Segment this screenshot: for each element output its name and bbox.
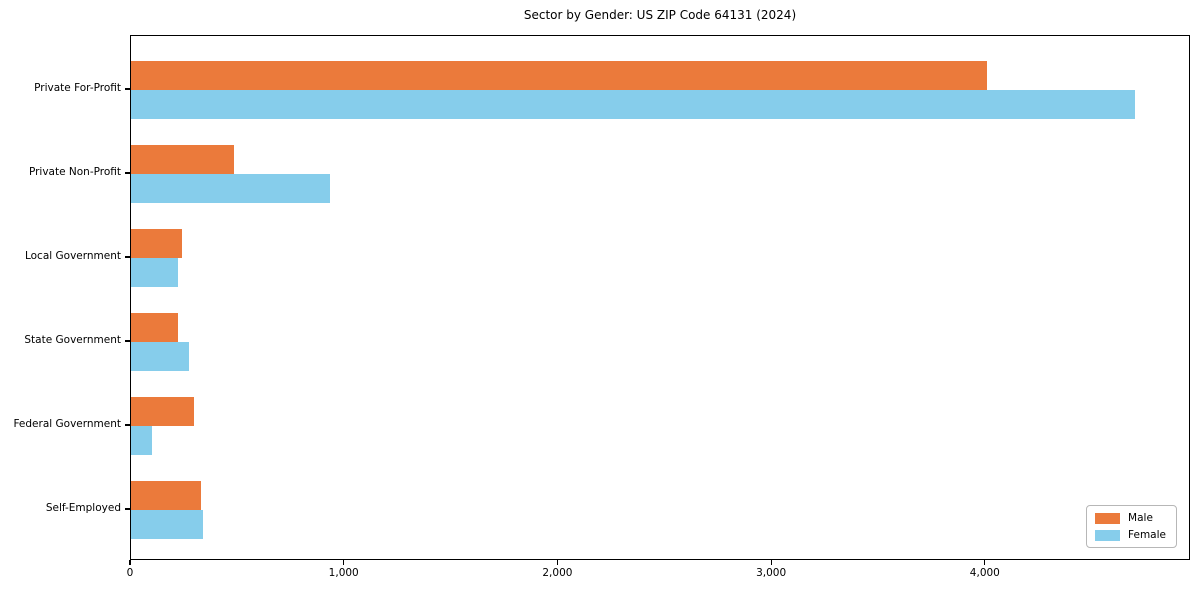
bar-female-private-for-profit (131, 90, 1136, 119)
x-tick-mark (770, 560, 772, 565)
x-tick-mark (343, 560, 345, 565)
legend-item-female: Female (1095, 529, 1166, 541)
legend-label: Female (1128, 529, 1166, 541)
bar-male-local-government (131, 229, 183, 258)
y-axis-label: Private For-Profit (34, 82, 121, 94)
x-tick-mark (129, 560, 131, 565)
x-tick-mark (556, 560, 558, 565)
bar-female-federal-government (131, 426, 153, 455)
x-axis-tick-label: 3,000 (756, 567, 787, 579)
legend: Male Female (1086, 505, 1177, 548)
legend-item-male: Male (1095, 512, 1166, 524)
y-tick-mark (125, 424, 130, 426)
bar-male-private-non-profit (131, 145, 234, 174)
y-tick-mark (125, 88, 130, 90)
x-tick-mark (984, 560, 986, 565)
y-axis-label: Self-Employed (45, 502, 121, 514)
legend-swatch-male (1095, 512, 1121, 524)
bar-male-federal-government (131, 397, 194, 426)
bar-female-self-employed (131, 510, 203, 539)
bar-male-private-for-profit (131, 61, 987, 90)
y-axis-label: Local Government (24, 250, 121, 262)
plot-area (130, 35, 1190, 560)
bar-female-state-government (131, 342, 189, 371)
bar-female-local-government (131, 258, 178, 287)
y-axis-label: Private Non-Profit (28, 166, 121, 178)
legend-label: Male (1128, 512, 1153, 524)
x-axis-tick-label: 1,000 (328, 567, 359, 579)
y-axis-label: State Government (24, 334, 121, 346)
y-tick-mark (125, 508, 130, 510)
chart-title: Sector by Gender: US ZIP Code 64131 (202… (523, 8, 797, 22)
bar-male-self-employed (131, 481, 201, 510)
bar-male-state-government (131, 313, 178, 342)
y-axis-label: Federal Government (13, 418, 121, 430)
x-axis-tick-label: 4,000 (969, 567, 1000, 579)
y-tick-mark (125, 256, 130, 258)
legend-swatch-female (1095, 529, 1121, 541)
x-axis-tick-label: 0 (126, 567, 134, 579)
y-tick-mark (125, 172, 130, 174)
bar-female-private-non-profit (131, 174, 330, 203)
x-axis-tick-label: 2,000 (542, 567, 573, 579)
y-tick-mark (125, 340, 130, 342)
